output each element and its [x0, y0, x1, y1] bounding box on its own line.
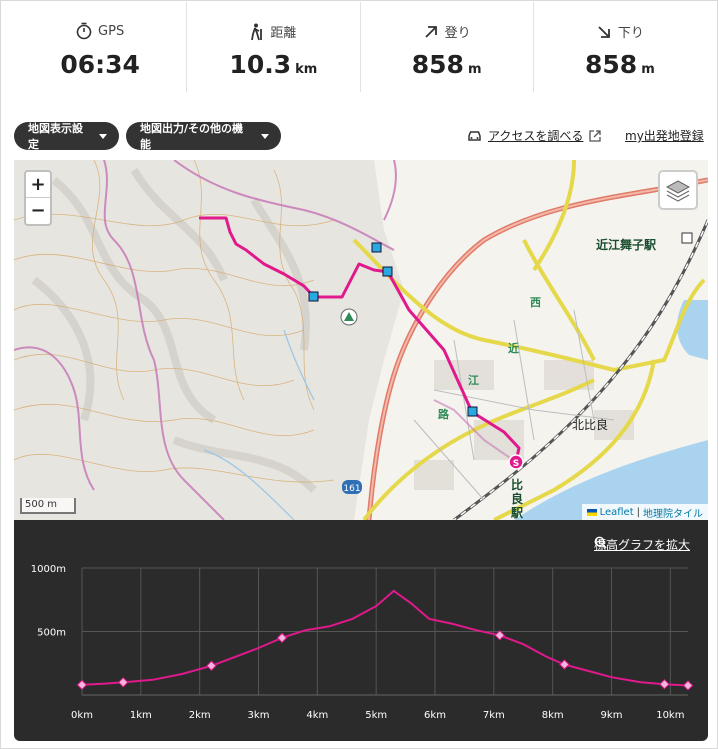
station-label: 近江舞子駅	[596, 238, 657, 252]
y-tick-label: 1000m	[31, 564, 66, 575]
road-label: 江	[468, 374, 479, 387]
ukraine-flag-icon	[586, 508, 597, 516]
button-label: 地図表示設定	[28, 122, 83, 151]
waypoint-marker	[206, 660, 217, 671]
area-label: 北比良	[572, 418, 609, 432]
svg-text:S: S	[513, 459, 519, 469]
caret-down-icon	[261, 133, 269, 139]
waypoint-marker	[559, 659, 570, 670]
waypoint-marker	[276, 632, 288, 644]
access-link[interactable]: アクセスを調べる	[467, 127, 602, 144]
stat-value: 858	[585, 50, 638, 79]
waypoint-marker	[117, 677, 129, 688]
gsi-tile-link[interactable]: 地理院タイル	[643, 508, 703, 520]
link-label: my出発地登録	[625, 129, 704, 143]
elevation-line	[81, 589, 689, 687]
stat-value: 10.3	[229, 50, 292, 79]
road-label: 近	[508, 342, 519, 355]
waypoint-marker	[467, 406, 478, 417]
stat-unit: m	[467, 62, 482, 77]
waypoint-marker	[659, 678, 670, 690]
waypoint-marker	[682, 680, 694, 691]
waypoint-marker	[371, 242, 382, 253]
station-label: 比	[511, 478, 524, 492]
station-label: 良	[511, 492, 524, 506]
zoom-out-button[interactable]: −	[30, 200, 46, 221]
stat-label: 下り	[617, 26, 644, 41]
waypoint-marker	[308, 291, 319, 302]
waypoint-marker	[494, 630, 505, 641]
stat-descent: 下り 858 m	[534, 2, 706, 92]
zoom-in-button[interactable]: +	[26, 172, 50, 198]
stat-value: 858	[411, 50, 464, 79]
x-tick-label: 8km	[542, 710, 564, 721]
stat-gps: GPS 06:34	[14, 2, 188, 92]
stat-distance: 距離 10.3 km	[187, 2, 361, 92]
elevation-panel: 標高グラフを拡大 1000m 500m 0km 1km 2km 3km 4km 5km 6km…	[14, 520, 708, 741]
register-start-link[interactable]: my出発地登録	[625, 127, 704, 144]
svg-text:161: 161	[343, 484, 360, 494]
stat-ascent: 登り 858 m	[361, 2, 534, 92]
waypoint-marker	[76, 679, 88, 691]
road-label: 路	[438, 408, 449, 421]
elevation-chart[interactable]: 1000m 500m 0km 1km 2km 3km 4km 5km 6km 7km 8km 9km…	[14, 520, 708, 741]
arrow-up-right-icon	[424, 25, 437, 38]
x-tick-label: 2km	[189, 710, 211, 721]
x-tick-label: 3km	[248, 710, 270, 721]
stats-bar: GPS 06:34 距離 10.3 km 登り 858 m 下り 858 m	[14, 0, 706, 94]
route-map[interactable]: S 161 近江舞子駅 北比良 比 良 駅 西 近 江 路 + − 500 m …	[14, 160, 708, 520]
stat-label: 距離	[270, 26, 297, 41]
leaflet-link[interactable]: Leaflet	[599, 506, 634, 518]
map-attribution: Leaflet | 地理院タイル	[581, 504, 708, 520]
expand-elevation-link[interactable]: 標高グラフを拡大	[594, 536, 690, 553]
car-icon	[468, 130, 481, 141]
x-tick-label: 9km	[601, 710, 623, 721]
station-label: 駅	[511, 506, 524, 520]
link-label: アクセスを調べる	[488, 129, 584, 143]
map-tiles: S 161	[14, 160, 708, 520]
map-output-button[interactable]: 地図出力/その他の機能	[126, 122, 281, 151]
external-link-icon	[589, 129, 602, 142]
stat-label: GPS	[98, 23, 125, 39]
x-tick-label: 4km	[306, 710, 328, 721]
button-label: 地図出力/その他の機能	[140, 122, 244, 151]
arrow-down-right-icon	[598, 25, 610, 38]
attribution-separator: |	[636, 506, 640, 518]
layers-button[interactable]	[658, 170, 698, 210]
map-settings-button[interactable]: 地図表示設定	[14, 122, 119, 151]
x-tick-label: 6km	[424, 710, 446, 721]
scale-bar: 500 m	[20, 498, 76, 514]
stat-unit: m	[641, 62, 655, 77]
x-tick-label: 5km	[365, 710, 387, 721]
zoom-control: + −	[24, 170, 52, 226]
caret-down-icon	[99, 133, 107, 139]
x-tick-label: 7km	[483, 710, 505, 721]
y-tick-label: 500m	[37, 628, 66, 639]
layers-icon	[665, 180, 691, 202]
stopwatch-icon	[76, 22, 92, 40]
road-label: 西	[530, 296, 541, 309]
stat-unit: km	[295, 62, 318, 77]
stat-label: 登り	[444, 26, 471, 41]
hiker-icon	[251, 23, 263, 40]
x-tick-label: 10km	[656, 710, 684, 721]
link-label: 標高グラフを拡大	[593, 538, 690, 552]
stat-value: 06:34	[60, 50, 140, 79]
waypoint-marker	[382, 266, 393, 277]
x-tick-label: 0km	[71, 710, 93, 721]
x-tick-label: 1km	[130, 710, 152, 721]
zoom-in-icon	[594, 536, 607, 549]
map-toolbar: 地図表示設定 地図出力/その他の機能 アクセスを調べる my出発地登録	[14, 120, 708, 151]
